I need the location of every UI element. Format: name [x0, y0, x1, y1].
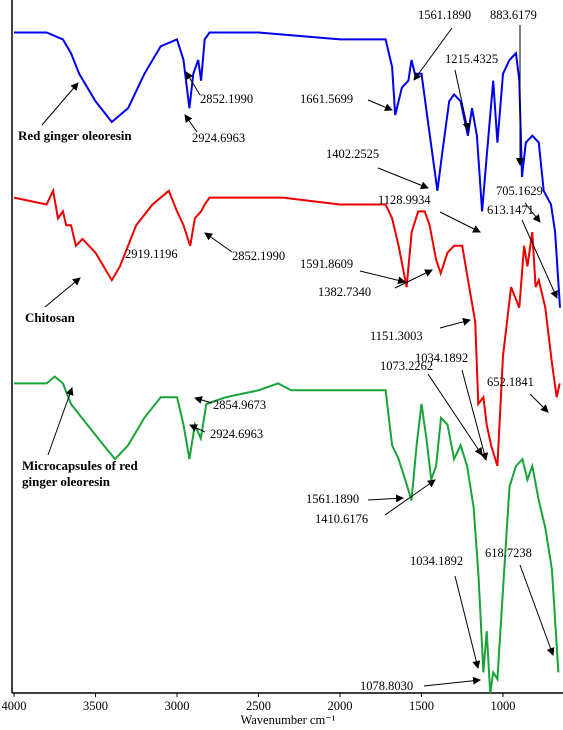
- annotation: 2924.6963: [210, 427, 263, 441]
- annotation: 1591.8609: [300, 257, 353, 271]
- x-tick-label: 3500: [83, 699, 108, 713]
- annotation: 2852.1990: [232, 249, 285, 263]
- annotation: 705.1629: [496, 184, 543, 198]
- annotation-arrow: [454, 69, 471, 131]
- annotation-arrow: [367, 99, 393, 111]
- annotation: 2854.9673: [213, 398, 266, 412]
- annotation-arrow: [519, 564, 555, 656]
- annotation: 1128.9934: [378, 193, 431, 207]
- annotation-arrow: [439, 211, 481, 233]
- annotation-arrow: [184, 114, 198, 133]
- annotation: 1151.3003: [370, 329, 423, 343]
- annotation-arrow: [384, 479, 436, 516]
- annotation-arrow: [524, 202, 541, 223]
- annotation-arrow: [185, 71, 201, 96]
- annotation-arrow: [427, 373, 483, 456]
- x-tick-label: 1500: [409, 699, 434, 713]
- annotation-arrow: [377, 167, 429, 190]
- annotation-arrow: [521, 219, 558, 299]
- annotation: 1215.4325: [445, 52, 498, 66]
- annotation-arrow: [423, 676, 481, 687]
- annotation: 1078.8030: [360, 679, 413, 693]
- annotation: 652.1841: [487, 375, 534, 389]
- annotation: 2919.1196: [125, 247, 178, 261]
- annotation-arrow: [454, 575, 481, 669]
- annotation-arrow: [529, 393, 549, 413]
- annotation: 1073.2262: [380, 359, 433, 373]
- annotation: 2852.1990: [200, 92, 253, 106]
- label-arrow: [47, 387, 74, 456]
- x-tick-label: 2500: [246, 699, 271, 713]
- annotation-arrow: [204, 232, 233, 253]
- annotation-arrow: [394, 269, 433, 289]
- annotation-arrow: [194, 396, 213, 404]
- spectrum-line: [14, 375, 560, 694]
- label-arrow: [41, 82, 79, 126]
- annotation-arrow: [461, 369, 489, 461]
- annotation: 618.7238: [485, 546, 532, 560]
- annotation: 613.1471: [487, 203, 534, 217]
- annotation: 1402.2525: [326, 147, 379, 161]
- annotation: 1661.5699: [300, 92, 353, 106]
- annotation: 1034.1892: [410, 554, 463, 568]
- series-label: Microcapsules of red ginger oleoresin: [22, 458, 138, 489]
- x-tick-label: 3000: [164, 699, 189, 713]
- annotation: 1034.1892: [415, 351, 468, 365]
- label-arrow: [44, 277, 81, 308]
- spectrum-line: [14, 31, 561, 308]
- x-tick-label: 2000: [327, 699, 352, 713]
- x-axis-label: Wavenumber cm⁻¹: [240, 713, 335, 727]
- series-label: Red ginger oleoresin: [18, 128, 132, 143]
- annotation: 1561.1890: [306, 492, 359, 506]
- annotation-arrow: [359, 270, 406, 285]
- annotation-arrow: [189, 424, 206, 433]
- annotation: 1561.1890: [418, 8, 471, 22]
- annotation-arrow: [367, 494, 404, 503]
- annotation-arrow: [413, 27, 453, 81]
- series-label: Chitosan: [25, 310, 75, 325]
- annotation: 2924.6963: [192, 131, 245, 145]
- spectrum-line: [13, 187, 561, 467]
- annotation-arrow: [439, 317, 471, 329]
- annotation: 1382.7340: [318, 285, 371, 299]
- x-tick-label: 1000: [490, 699, 515, 713]
- annotation: 883.6179: [490, 8, 537, 22]
- annotation: 1410.6176: [315, 512, 368, 526]
- x-tick-label: 4000: [2, 699, 27, 713]
